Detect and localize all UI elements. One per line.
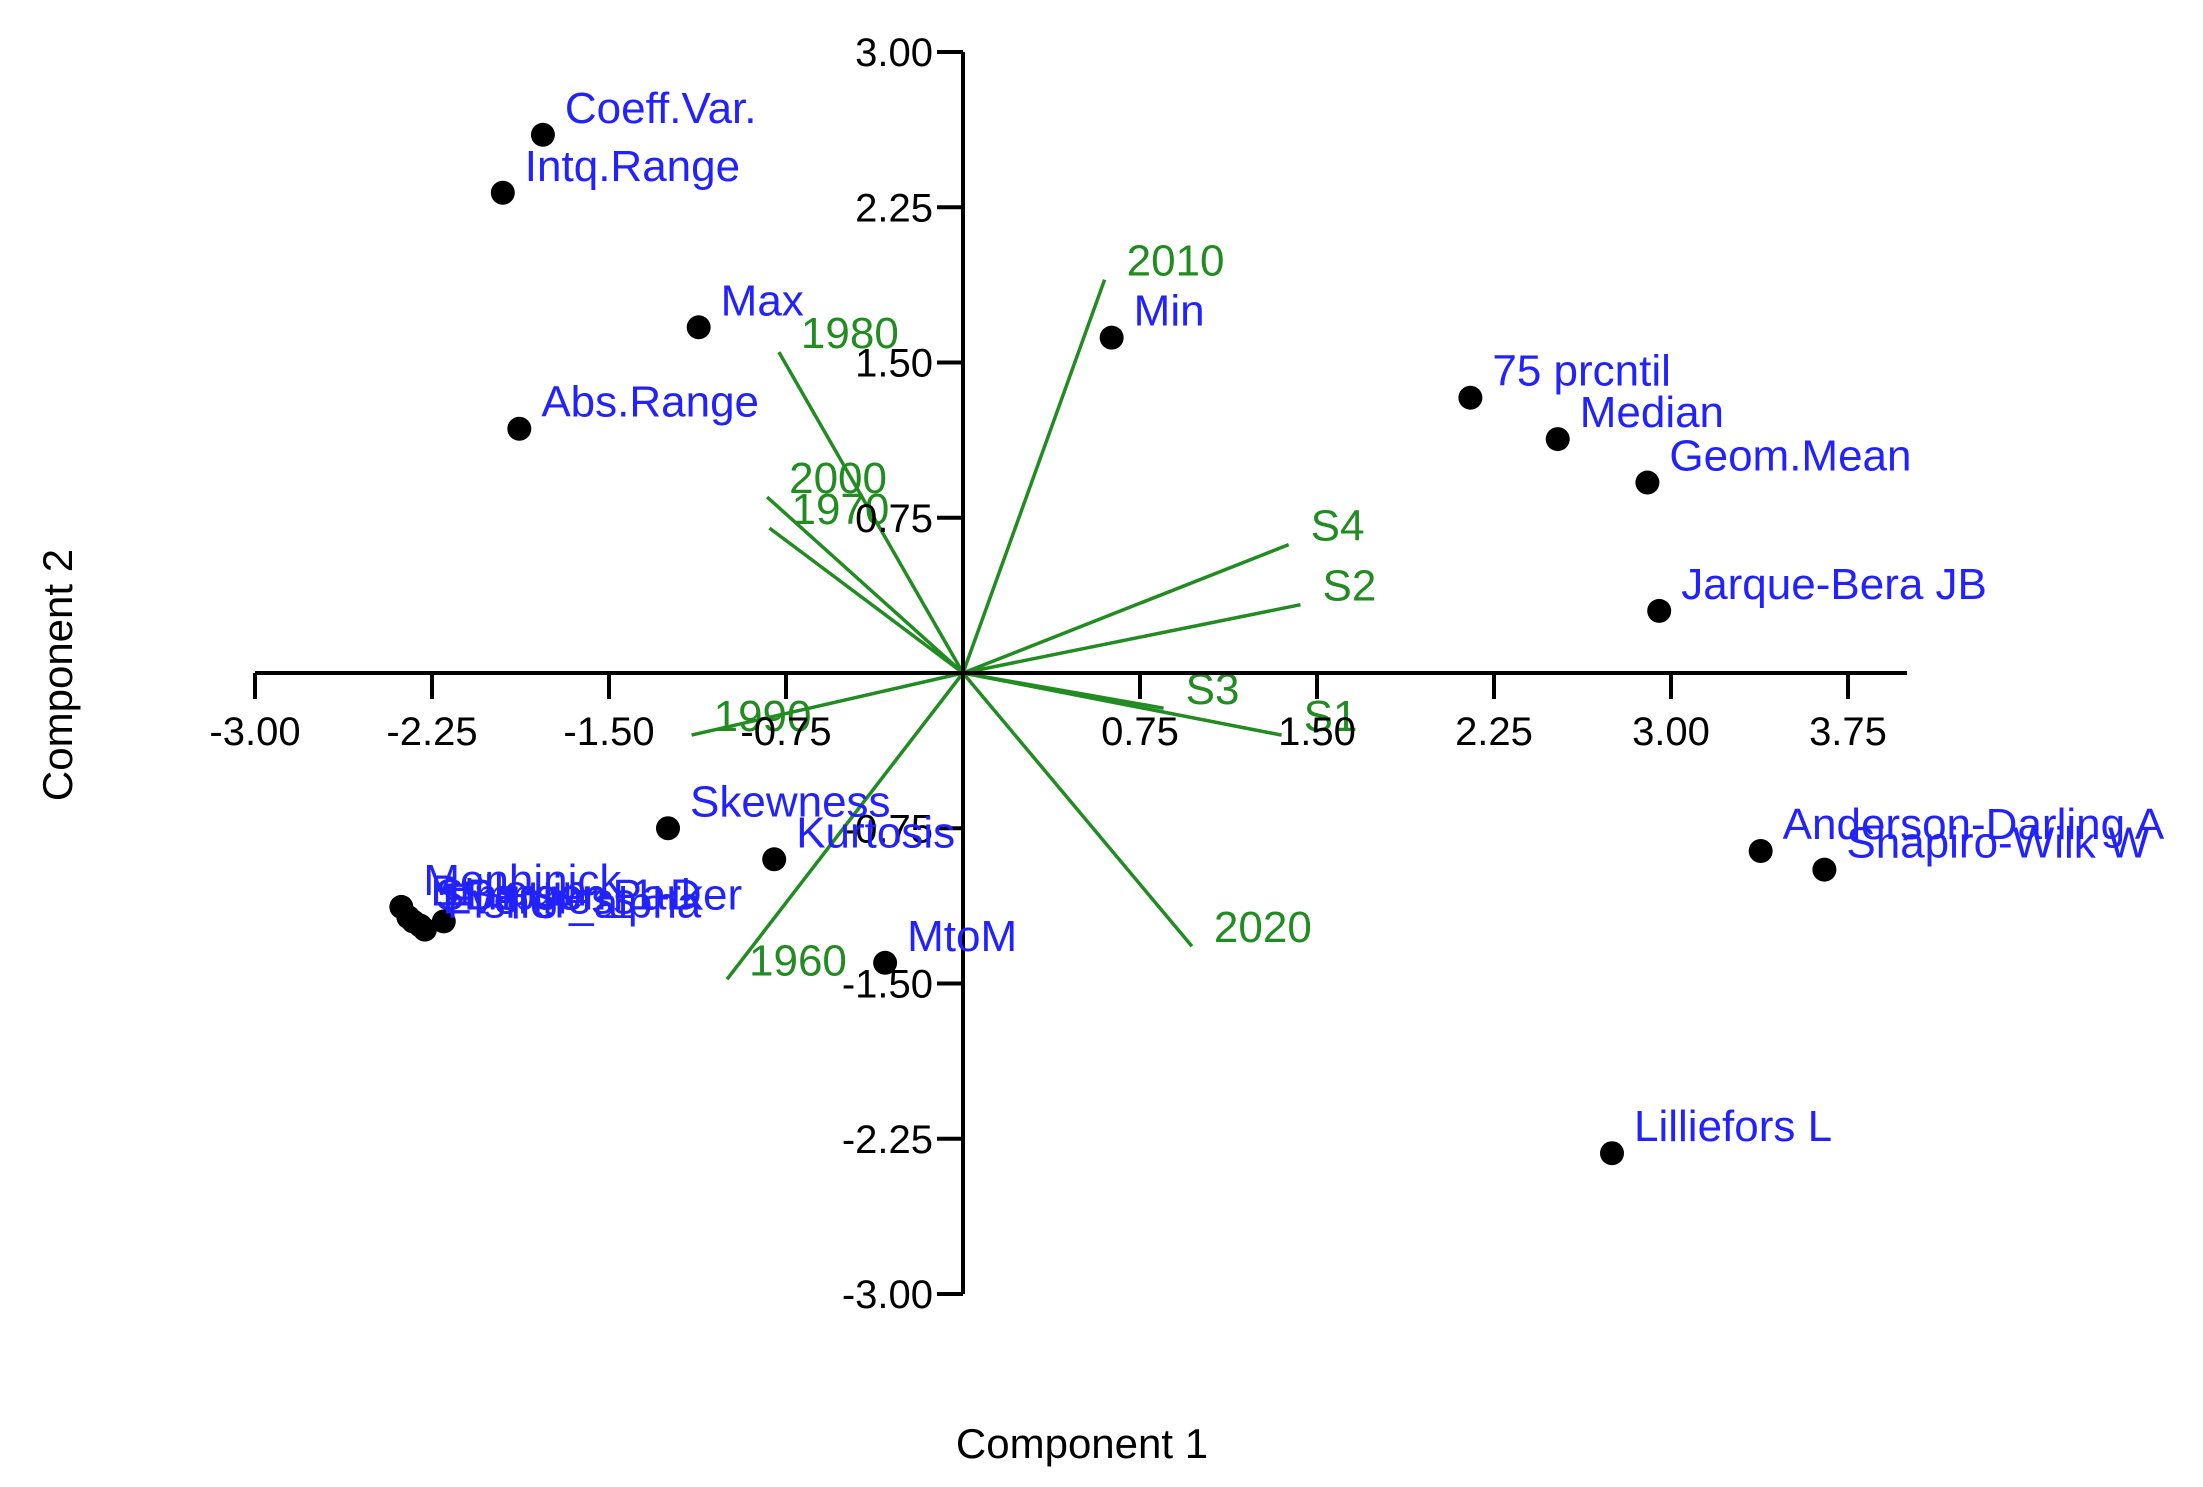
- point-intq-range: [490, 180, 515, 205]
- x-tick-label: -2.25: [386, 710, 477, 754]
- point-lilliefors-l: [1600, 1141, 1624, 1166]
- point-label-kurtosis: Kurtosis: [796, 808, 955, 857]
- point-label-brillouin: Brillouin: [430, 866, 587, 915]
- vector-1960: [725, 671, 965, 981]
- y-tick-label: -2.25: [842, 1118, 933, 1162]
- score-points: Coeff.Var. Intq.Range Max Abs.Range Min 75 pr…: [389, 84, 2165, 1166]
- point-median: [1545, 427, 1570, 452]
- y-tick-label: 0.75: [855, 497, 933, 541]
- point-label-fisher-alpha: Fisher_alpha: [447, 879, 702, 928]
- point-jarque-bera-jb: [1647, 598, 1672, 623]
- point-label-jarque-bera-jb: Jarque-Bera JB: [1681, 560, 1987, 609]
- point-label-median: Median: [1580, 388, 1724, 437]
- point-max: [686, 315, 711, 340]
- vector-2020: [961, 671, 1194, 948]
- axis-ticks: -3.00 -2.25 -1.50 -0.75 0.75 1.50 2.25 3.00 3.75…: [209, 31, 1887, 1317]
- vector-label-2000: 2000: [789, 454, 887, 503]
- y-tick-label: 3.00: [855, 31, 933, 75]
- vector-label-s1: S1: [1304, 692, 1358, 741]
- point-label-coeff-var: Coeff.Var.: [565, 84, 757, 133]
- vector-s1: [962, 671, 1282, 737]
- vector-1980: [777, 351, 965, 674]
- point-label-75-prcntil: 75 prcntil: [1492, 347, 1671, 396]
- vector-2000: [765, 495, 965, 675]
- y-tick-label: -3.00: [842, 1273, 933, 1317]
- x-tick-label: 3.75: [1809, 710, 1887, 754]
- point-label-evenness: Evenness: [442, 875, 635, 924]
- vector-label-s2: S2: [1322, 562, 1376, 611]
- x-tick-label: 2.25: [1455, 710, 1533, 754]
- point-label-shapiro-wilk-w: Shapiro-Wilk W: [1846, 819, 2150, 868]
- y-tick-label: 1.50: [855, 342, 933, 386]
- vector-1990: [691, 671, 964, 737]
- x-tick-label: -3.00: [209, 710, 300, 754]
- x-tick-label: 3.00: [1632, 710, 1710, 754]
- vector-label-1990: 1990: [714, 692, 812, 741]
- x-tick-label: 0.75: [1101, 710, 1179, 754]
- point-label-intq-range: Intq.Range: [525, 142, 740, 191]
- y-tick-label: 2.25: [855, 186, 933, 230]
- point-label-berger-parker: Berger-Parker: [466, 870, 742, 919]
- y-tick-label: -0.75: [842, 807, 933, 851]
- point-label-min: Min: [1134, 287, 1205, 336]
- y-axis-title: Component 2: [34, 549, 81, 801]
- point-geom-mean: [1635, 470, 1660, 495]
- point-fisher-alpha: [412, 917, 437, 942]
- vector-label-2010: 2010: [1127, 237, 1225, 286]
- point-coeff-var: [530, 122, 555, 147]
- point-75-prcntil: [1458, 385, 1483, 410]
- point-label-skewness: Skewness: [690, 777, 891, 826]
- point-label-simpson-1-d: Simpson_1-D: [435, 870, 702, 919]
- point-anderson-darling-a: [1748, 839, 1773, 864]
- point-shapiro-wilk-w: [1812, 857, 1837, 882]
- x-tick-label: 1.50: [1278, 710, 1356, 754]
- axes: [255, 52, 1907, 1294]
- point-min: [1099, 325, 1124, 350]
- point-skewness: [656, 816, 680, 841]
- x-axis-title: Component 1: [956, 1420, 1208, 1467]
- point-label-abs-range: Abs.Range: [541, 378, 759, 427]
- vector-label-1970: 1970: [791, 485, 889, 534]
- point-label-geom-mean: Geom.Mean: [1669, 432, 1911, 481]
- vector-label-2020: 2020: [1214, 903, 1312, 952]
- vector-1970: [768, 526, 965, 675]
- point-label-max: Max: [721, 276, 804, 325]
- point-mtom: [873, 950, 898, 975]
- x-tick-label: -0.75: [740, 710, 831, 754]
- vector-s2: [962, 602, 1301, 675]
- point-abs-range: [507, 416, 532, 441]
- point-label-mtom: MtoM: [907, 912, 1017, 961]
- vector-s4: [962, 543, 1290, 675]
- point-berger-parker: [431, 909, 456, 934]
- point-label-menhinick: Menhinick: [423, 856, 622, 905]
- point-label-lilliefors-l: Lilliefors L: [1634, 1102, 1832, 1151]
- x-tick-label: -1.50: [563, 710, 654, 754]
- point-kurtosis: [762, 847, 787, 872]
- vector-label-s4: S4: [1311, 502, 1365, 551]
- vector-label-1980: 1980: [801, 309, 899, 358]
- vector-2010: [961, 279, 1107, 674]
- point-label-anderson-darling-a: Anderson-Darling A: [1783, 800, 2165, 849]
- vector-label-1960: 1960: [749, 936, 847, 985]
